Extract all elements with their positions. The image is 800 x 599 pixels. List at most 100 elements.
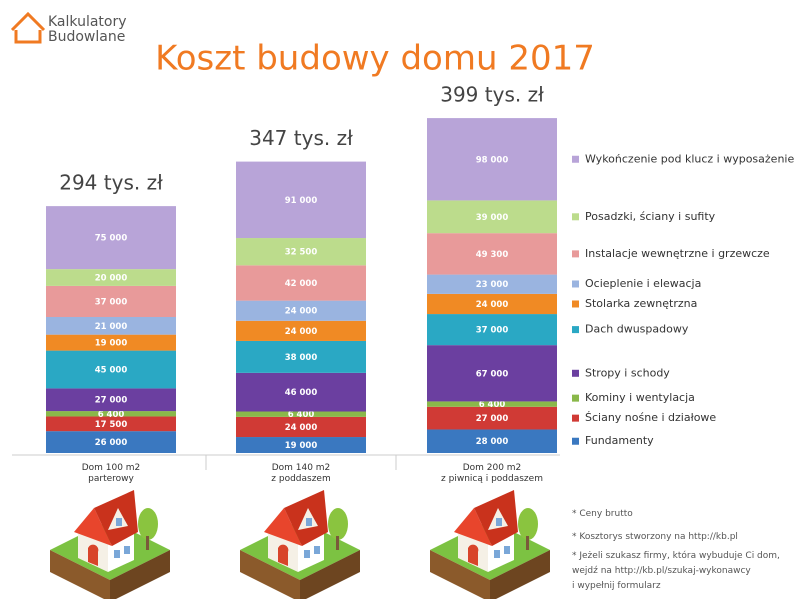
- bar-segment: [427, 345, 557, 402]
- legend-label: Dach dwuspadowy: [585, 323, 689, 336]
- value-label: 37 000: [476, 326, 509, 336]
- bar-segment: [236, 320, 366, 341]
- total-label: 294 tys. zł: [59, 171, 163, 195]
- legend-label: Wykończenie pod klucz i wyposażenie: [585, 152, 794, 165]
- bar-segment: [427, 406, 557, 430]
- value-label: 6 400: [288, 410, 315, 420]
- value-label: 75 000: [95, 234, 128, 244]
- bar-segment: [46, 416, 176, 432]
- bar-segment: [236, 416, 366, 438]
- bar-segment: [236, 411, 366, 417]
- bar-segment: [427, 200, 557, 234]
- bar-segment: [427, 429, 557, 453]
- bar-segment: [46, 431, 176, 453]
- house-illustration: [430, 490, 550, 599]
- value-label: 24 000: [285, 423, 318, 433]
- legend-label: Ściany nośne i działowe: [585, 411, 716, 424]
- value-label: 32 500: [285, 248, 318, 258]
- value-label: 45 000: [95, 366, 128, 376]
- value-label: 21 000: [95, 322, 128, 332]
- category-label: Dom 140 m2 z poddaszem: [271, 463, 331, 484]
- bar-segment: [427, 293, 557, 315]
- value-label: 6 400: [98, 410, 125, 420]
- bar-segment: [46, 317, 176, 335]
- chart-title: Koszt budowy domu 2017: [155, 39, 595, 79]
- value-label: 67 000: [476, 369, 509, 379]
- bar-segment: [46, 411, 176, 417]
- house-illustration: [240, 490, 360, 599]
- value-label: 38 000: [285, 353, 318, 363]
- value-label: 24 000: [285, 327, 318, 337]
- legend-swatch: [572, 326, 579, 334]
- value-label: 20 000: [95, 274, 128, 284]
- logo-line2: Budowlane: [48, 29, 125, 45]
- legend-swatch: [572, 213, 579, 221]
- value-label: 19 000: [95, 339, 128, 349]
- legend-swatch: [572, 300, 579, 308]
- value-label: 26 000: [95, 438, 128, 448]
- legend-swatch: [572, 369, 579, 377]
- footnote: * Ceny brutto: [572, 509, 633, 519]
- value-label: 6 400: [479, 400, 506, 410]
- value-label: 24 000: [285, 307, 318, 317]
- bar-segment: [236, 300, 366, 321]
- legend-label: Ocieplenie i elewacja: [585, 277, 701, 290]
- value-label: 37 000: [95, 297, 128, 307]
- legend-swatch: [572, 414, 579, 422]
- bar-segment: [236, 265, 366, 301]
- value-label: 27 000: [95, 396, 128, 406]
- value-label: 24 000: [476, 300, 509, 310]
- legend-swatch: [572, 280, 579, 288]
- category-label: Dom 100 m2 parterowy: [81, 463, 141, 484]
- value-label: 19 000: [285, 441, 318, 451]
- total-label: 399 tys. zł: [440, 82, 544, 106]
- value-label: 46 000: [285, 388, 318, 398]
- logo-line1: Kalkulatory: [48, 14, 127, 30]
- legend-label: Stropy i schody: [585, 366, 670, 379]
- bar-segment: [46, 334, 176, 351]
- bar-segment: [46, 269, 176, 286]
- legend-label: Fundamenty: [585, 434, 654, 447]
- value-label: 28 000: [476, 437, 509, 447]
- legend-label: Kominy i wentylacja: [585, 391, 695, 404]
- bar-segment: [427, 118, 557, 201]
- bar-segment: [236, 161, 366, 239]
- value-label: 27 000: [476, 414, 509, 424]
- value-label: 39 000: [476, 213, 509, 223]
- legend-swatch: [572, 155, 579, 163]
- logo-icon: [10, 11, 46, 44]
- footnote: * Kosztorys stworzony na http://kb.pl: [572, 532, 738, 542]
- value-label: 23 000: [476, 280, 509, 290]
- bar-segment: [46, 285, 176, 318]
- bar-segment: [46, 388, 176, 412]
- bar-segment: [236, 372, 366, 412]
- house-illustration: [50, 490, 170, 599]
- legend-label: Posadzki, ściany i sufity: [585, 210, 716, 223]
- total-label: 347 tys. zł: [249, 126, 353, 150]
- legend-swatch: [572, 437, 579, 445]
- legend-swatch: [572, 250, 579, 258]
- value-label: 98 000: [476, 155, 509, 165]
- category-label: Dom 200 m2 z piwnicą i poddaszem: [441, 463, 543, 484]
- value-label: 49 300: [476, 250, 509, 260]
- value-label: 42 000: [285, 279, 318, 289]
- legend-label: Instalacje wewnętrzne i grzewcze: [585, 247, 770, 260]
- bar-segment: [427, 401, 557, 407]
- bar-segment: [236, 340, 366, 373]
- value-label: 91 000: [285, 196, 318, 206]
- legend-swatch: [572, 394, 579, 402]
- legend-label: Stolarka zewnętrzna: [585, 297, 697, 310]
- value-label: 17 500: [95, 420, 128, 430]
- footnote: * Jeżeli szukasz firmy, która wybuduje C…: [572, 551, 780, 591]
- bar-segment: [46, 206, 176, 270]
- bar-segment: [427, 314, 557, 346]
- bar-segment: [46, 350, 176, 389]
- bar-segment: [427, 274, 557, 294]
- bar-segment: [427, 233, 557, 275]
- bar-segment: [236, 437, 366, 453]
- bar-segment: [236, 238, 366, 266]
